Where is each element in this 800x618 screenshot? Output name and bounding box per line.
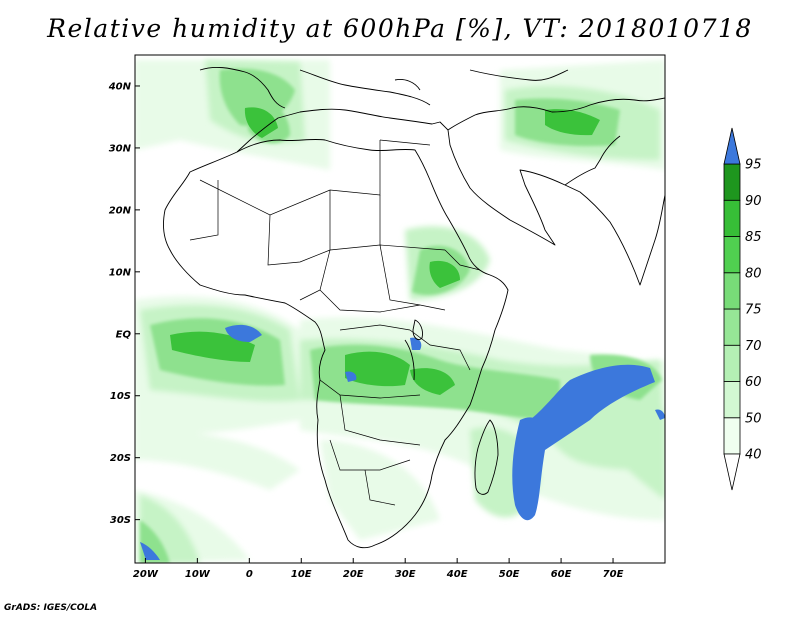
lat-label: 30S: [110, 515, 131, 526]
lat-label: 40N: [108, 81, 132, 92]
longitude-axis: 20W 10W 0 10E 20E 30E 40E 50E 60E 70E: [133, 558, 624, 580]
colorbar-bin: [723, 417, 741, 455]
lat-label: 10S: [110, 391, 131, 402]
colorbar-bin: [723, 199, 741, 237]
colorbar-bin: [723, 163, 741, 201]
map-figure: 40N 30N 20N 10N EQ 10S 20S 30S 20W 10W 0 10E 20E 30E…: [108, 54, 762, 580]
colorbar-min-arrow: [723, 453, 741, 491]
colorbar-label: 50: [745, 411, 762, 426]
lon-label: 70E: [603, 569, 624, 580]
colorbar-label: 95: [745, 158, 762, 173]
lon-label: 10E: [291, 569, 312, 580]
plot-title: Relative humidity at 600hPa [%], VT: 201…: [47, 14, 753, 43]
lon-label: 50E: [499, 569, 520, 580]
coastlines: [162, 66, 665, 549]
map-frame: [134, 54, 666, 564]
colorbar-label: 90: [745, 194, 762, 209]
country-borders: [189, 139, 481, 506]
colorbar-label: 40: [745, 448, 762, 463]
colorbar-label: 60: [745, 375, 762, 390]
colorbar-bin: [723, 381, 741, 419]
lat-label: EQ: [116, 329, 132, 340]
colorbar-bin: [723, 308, 741, 346]
lon-label: 0: [246, 569, 253, 580]
colorbar-label: 70: [745, 339, 762, 354]
colorbar-bin: [723, 236, 741, 274]
lon-label: 30E: [395, 569, 416, 580]
latitude-axis: 40N 30N 20N 10N EQ 10S 20S 30S: [108, 81, 140, 526]
colorbar-label: 80: [745, 266, 762, 281]
colorbar-bin: [723, 272, 741, 310]
lon-label: 20W: [133, 569, 159, 580]
grads-credit: GrADS: IGES/COLA: [4, 603, 98, 613]
lat-label: 10N: [109, 267, 132, 278]
colorbar: 40 50 60 70 75 80 85 90 95: [723, 127, 762, 491]
colorbar-max-arrow: [723, 127, 741, 165]
colorbar-label: 75: [745, 303, 762, 318]
lon-label: 20E: [343, 569, 364, 580]
colorbar-label: 85: [745, 230, 762, 245]
lon-label: 60E: [551, 569, 572, 580]
lon-label: 40E: [446, 569, 468, 580]
lon-label: 10W: [185, 569, 211, 580]
humidity-field: [135, 60, 665, 563]
lat-label: 20N: [109, 205, 132, 216]
lat-label: 30N: [109, 143, 132, 154]
colorbar-bin: [723, 344, 741, 382]
lat-label: 20S: [110, 453, 131, 464]
